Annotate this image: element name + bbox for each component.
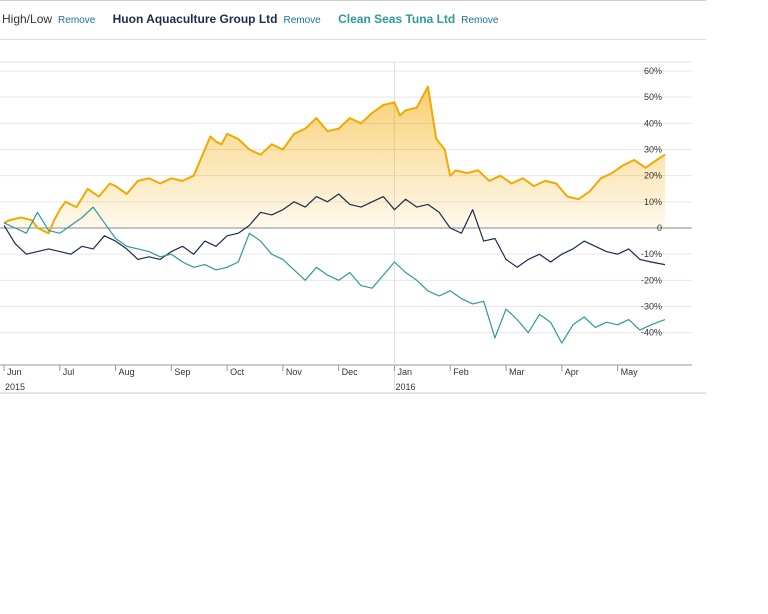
y-tick-label: 40% bbox=[644, 118, 662, 128]
x-tick-label: Aug bbox=[119, 367, 135, 377]
highlow-line bbox=[3, 85, 666, 235]
y-tick-label: -40% bbox=[641, 328, 662, 338]
remove-clean-seas-link[interactable]: Remove bbox=[461, 15, 499, 26]
clean-seas-line bbox=[3, 206, 666, 344]
legend-item-clean-seas: Clean Seas Tuna Ltd bbox=[338, 12, 456, 26]
x-year-label: 2015 bbox=[5, 382, 25, 392]
y-tick-label: 10% bbox=[644, 197, 662, 207]
x-tick-label: Nov bbox=[286, 367, 303, 377]
chart-legend: High/Low Remove Huon Aquaculture Group Lt… bbox=[2, 12, 512, 26]
x-tick-label: Mar bbox=[509, 367, 525, 377]
y-tick-label: -30% bbox=[641, 302, 662, 312]
x-tick-label: Sep bbox=[174, 367, 190, 377]
y-tick-label: -10% bbox=[641, 249, 662, 259]
huon-line bbox=[3, 193, 666, 268]
remove-highlow-link[interactable]: Remove bbox=[58, 15, 96, 26]
x-tick-label: Jun bbox=[7, 367, 22, 377]
x-tick-label: May bbox=[621, 367, 639, 377]
y-tick-label: 60% bbox=[644, 66, 662, 76]
x-tick-label: Feb bbox=[453, 367, 469, 377]
x-tick-label: Jul bbox=[63, 367, 75, 377]
y-tick-label: 0 bbox=[657, 223, 662, 233]
y-tick-label: 20% bbox=[644, 171, 662, 181]
legend-item-huon: Huon Aquaculture Group Ltd bbox=[112, 12, 278, 26]
x-tick-label: Oct bbox=[230, 367, 245, 377]
x-tick-label: Apr bbox=[565, 367, 579, 377]
highlow-area bbox=[4, 86, 665, 234]
remove-huon-link[interactable]: Remove bbox=[283, 15, 321, 26]
x-year-label: 2016 bbox=[395, 382, 415, 392]
legend-item-highlow: High/Low bbox=[2, 12, 53, 26]
y-tick-label: 50% bbox=[644, 92, 662, 102]
x-tick-label: Jan bbox=[397, 367, 412, 377]
y-tick-label: 30% bbox=[644, 145, 662, 155]
y-tick-label: -20% bbox=[641, 275, 662, 285]
legend-bar: High/Low Remove Huon Aquaculture Group Lt… bbox=[0, 0, 706, 40]
x-tick-label: Dec bbox=[342, 367, 359, 377]
